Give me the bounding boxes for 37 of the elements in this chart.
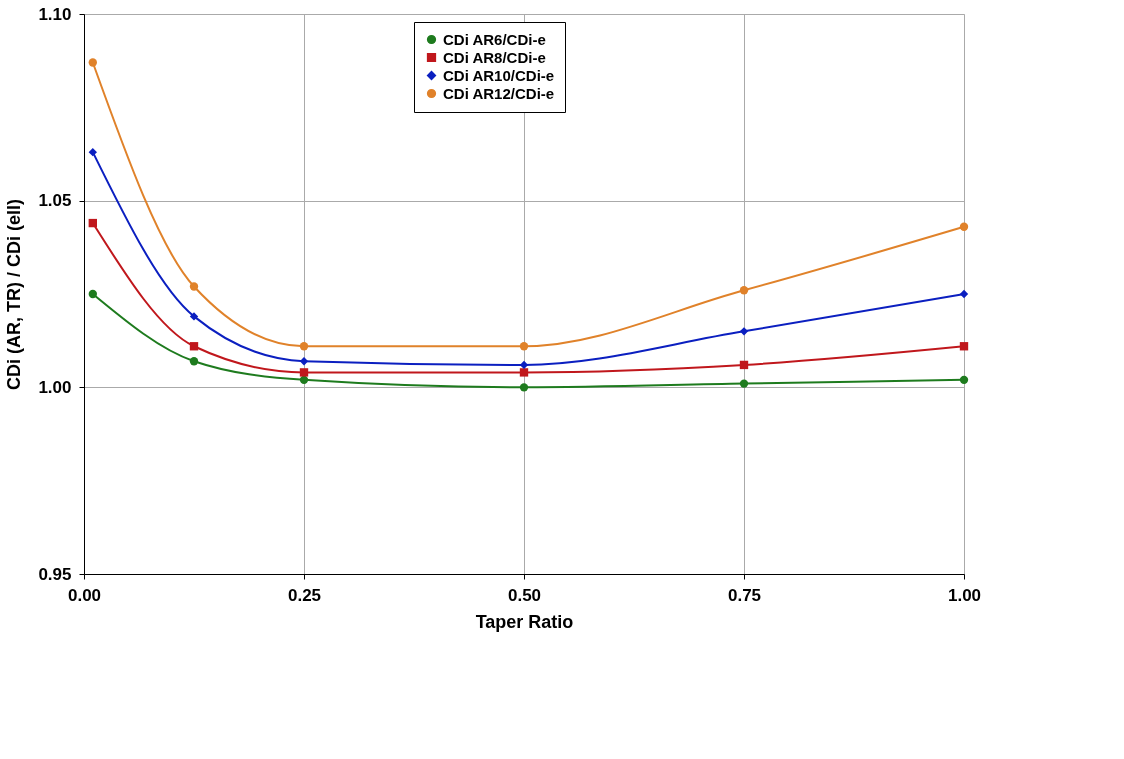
y-tick-label: 1.00 <box>38 377 72 397</box>
point <box>739 360 749 370</box>
point <box>299 368 309 377</box>
point <box>959 342 969 351</box>
point <box>299 342 309 351</box>
x-axis-title: Taper Ratio <box>475 611 574 632</box>
x-tick-label: 0.75 <box>727 585 762 605</box>
point <box>519 342 529 351</box>
point <box>739 286 749 295</box>
y-axis-title: CDi (AR, TR) / CDi (ell) <box>4 199 25 390</box>
x-tick-label: 0.50 <box>507 585 542 605</box>
point <box>959 289 969 299</box>
point <box>739 327 749 336</box>
x-tick-label: 0.25 <box>287 585 322 605</box>
point <box>88 147 97 157</box>
y-tick-label: 1.05 <box>38 191 72 211</box>
y-tick-label: 1.10 <box>38 4 72 24</box>
point <box>959 375 969 385</box>
point <box>519 383 529 392</box>
point <box>88 218 97 228</box>
point <box>519 368 529 377</box>
legend-label: CDi AR6/CDi-e <box>443 30 546 48</box>
point <box>959 222 969 231</box>
point <box>88 289 97 299</box>
y-tick-label: 0.95 <box>38 564 72 584</box>
point <box>189 312 199 321</box>
point <box>88 58 97 67</box>
legend-label: CDi AR12/CDi-e <box>443 84 555 102</box>
point <box>739 379 749 388</box>
legend-label: CDi AR8/CDi-e <box>443 48 546 66</box>
x-tick-label: 1.00 <box>947 585 982 605</box>
x-tick-label: 0.00 <box>67 585 102 605</box>
legend-label: CDi AR10/CDi-e <box>443 66 555 84</box>
point <box>189 357 199 366</box>
point <box>189 282 199 291</box>
point <box>189 342 199 351</box>
point <box>299 357 309 366</box>
